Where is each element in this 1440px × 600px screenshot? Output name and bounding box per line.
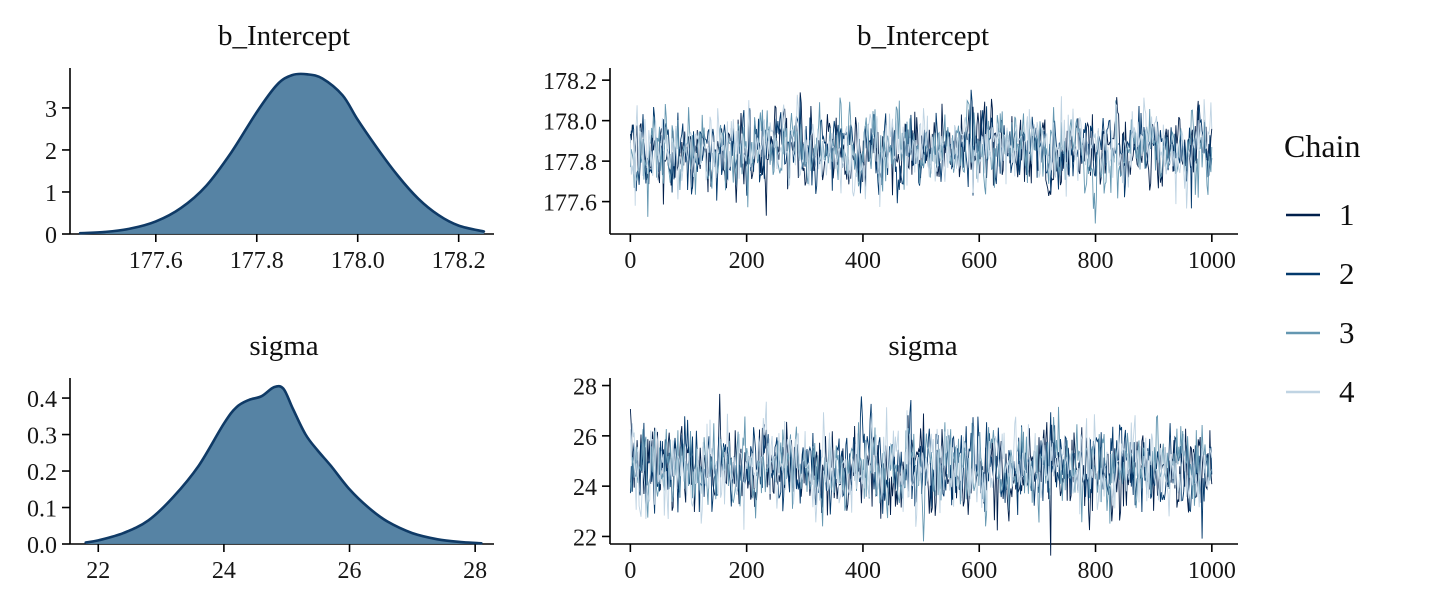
svg-text:26: 26: [573, 425, 597, 451]
density-chart-b-intercept: 177.6 177.8 178.0 178.2 0 1 2 3: [6, 60, 506, 282]
legend-item-chain-4: 4: [1284, 374, 1440, 410]
panel-title-trace-b-intercept: b_Intercept: [856, 20, 990, 52]
svg-text:22: 22: [86, 558, 110, 584]
legend-item-label: 3: [1339, 315, 1355, 350]
svg-text:24: 24: [573, 475, 597, 501]
legend-item-chain-3: 3: [1284, 315, 1440, 351]
legend-item-label: 4: [1339, 374, 1355, 409]
svg-text:178.2: 178.2: [543, 69, 597, 95]
svg-text:177.6: 177.6: [129, 248, 183, 274]
svg-text:24: 24: [212, 558, 236, 584]
svg-text:177.8: 177.8: [230, 248, 284, 274]
svg-text:800: 800: [1078, 248, 1114, 274]
svg-text:0.3: 0.3: [27, 424, 57, 450]
legend-line-swatch-chain-4: [1286, 390, 1320, 394]
panel-trace-sigma: sigma 0 200 400 600 800 1000 22 24 26 28: [520, 318, 1250, 600]
svg-text:177.6: 177.6: [543, 191, 597, 217]
svg-text:178.0: 178.0: [543, 110, 597, 136]
svg-text:0.1: 0.1: [27, 497, 57, 523]
svg-text:177.8: 177.8: [543, 150, 597, 176]
svg-text:0.2: 0.2: [27, 460, 57, 486]
svg-text:0: 0: [45, 223, 57, 249]
svg-text:28: 28: [573, 375, 597, 401]
svg-text:1: 1: [45, 181, 57, 207]
svg-text:0.4: 0.4: [27, 387, 57, 413]
svg-text:600: 600: [961, 248, 997, 274]
svg-text:3: 3: [45, 97, 57, 123]
svg-text:28: 28: [463, 558, 487, 584]
svg-text:400: 400: [845, 248, 881, 274]
panel-title-trace-sigma: sigma: [888, 330, 958, 362]
svg-text:0: 0: [624, 248, 636, 274]
panel-trace-b-intercept: b_Intercept 0 200 400 600 800 1000 177.6 177.8 1…: [520, 8, 1250, 292]
svg-text:600: 600: [961, 558, 997, 584]
trace-chart-b-intercept: 0 200 400 600 800 1000 177.6 177.8 178.0 178.2: [520, 60, 1250, 282]
panel-title-density-b-intercept: b_Intercept: [217, 20, 351, 52]
legend-item-label: 1: [1339, 197, 1355, 232]
svg-text:1000: 1000: [1188, 558, 1236, 584]
legend-item-label: 2: [1339, 256, 1355, 291]
trace-chart-sigma: 0 200 400 600 800 1000 22 24 26 28: [520, 370, 1250, 592]
svg-text:22: 22: [573, 525, 597, 551]
panel-title-density-sigma: sigma: [249, 330, 319, 362]
panel-density-sigma: sigma 22 24 26 28 0.0 0.1 0.2 0.3 0.4: [6, 318, 506, 600]
legend-line-swatch-chain-2: [1286, 272, 1320, 276]
svg-text:178.0: 178.0: [331, 248, 385, 274]
density-chart-sigma: 22 24 26 28 0.0 0.1 0.2 0.3 0.4: [6, 370, 506, 592]
svg-text:1000: 1000: [1188, 248, 1236, 274]
svg-text:200: 200: [729, 248, 765, 274]
legend-item-chain-2: 2: [1284, 256, 1440, 292]
chain-legend-title: Chain: [1284, 128, 1361, 164]
svg-text:400: 400: [845, 558, 881, 584]
panel-density-b-intercept: b_Intercept 177.6 177.8 178.0 178.2 0 1 2 3: [6, 8, 506, 292]
legend-item-chain-1: 1: [1284, 197, 1440, 233]
svg-text:0: 0: [624, 558, 636, 584]
legend-line-swatch-chain-1: [1286, 213, 1320, 217]
chain-legend: Chain 1 2 3 4: [1284, 128, 1440, 433]
svg-text:0.0: 0.0: [27, 533, 57, 559]
svg-text:178.2: 178.2: [432, 248, 486, 274]
svg-text:200: 200: [729, 558, 765, 584]
chain-legend-items: 1 2 3 4: [1284, 197, 1440, 410]
svg-text:2: 2: [45, 139, 57, 165]
svg-text:26: 26: [338, 558, 362, 584]
legend-line-swatch-chain-3: [1286, 331, 1320, 335]
svg-text:800: 800: [1078, 558, 1114, 584]
